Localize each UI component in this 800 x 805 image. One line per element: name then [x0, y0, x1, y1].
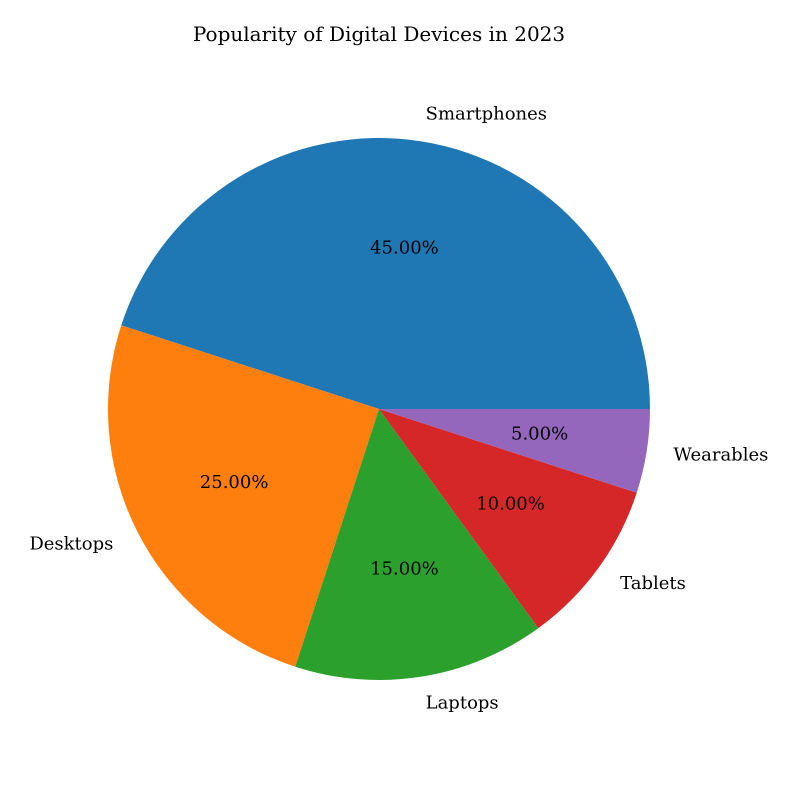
pie-slice-wearables [379, 409, 650, 493]
slice-label-laptops: Laptops [426, 692, 499, 713]
pie-slice-smartphones [121, 137, 651, 409]
pie-slice-desktops [108, 325, 380, 667]
chart-title: Popularity of Digital Devices in 2023 [193, 22, 565, 46]
percent-label-laptops: 15.00% [370, 559, 439, 580]
pie-slice-laptops [295, 409, 539, 680]
percent-label-desktops: 25.00% [200, 472, 269, 493]
slice-label-tablets: Tablets [620, 573, 686, 594]
slice-label-smartphones: Smartphones [426, 104, 547, 125]
slice-label-wearables: Wearables [673, 445, 768, 466]
pie-slice-tablets [379, 409, 637, 629]
pie-labels: Smartphones 45.00% Desktops 25.00% Laptops 15… [29, 104, 768, 714]
percent-label-tablets: 10.00% [476, 494, 545, 515]
percent-label-smartphones: 45.00% [370, 237, 439, 258]
slice-label-desktops: Desktops [29, 533, 113, 554]
pie-slices [108, 137, 651, 680]
percent-label-wearables: 5.00% [511, 423, 568, 444]
